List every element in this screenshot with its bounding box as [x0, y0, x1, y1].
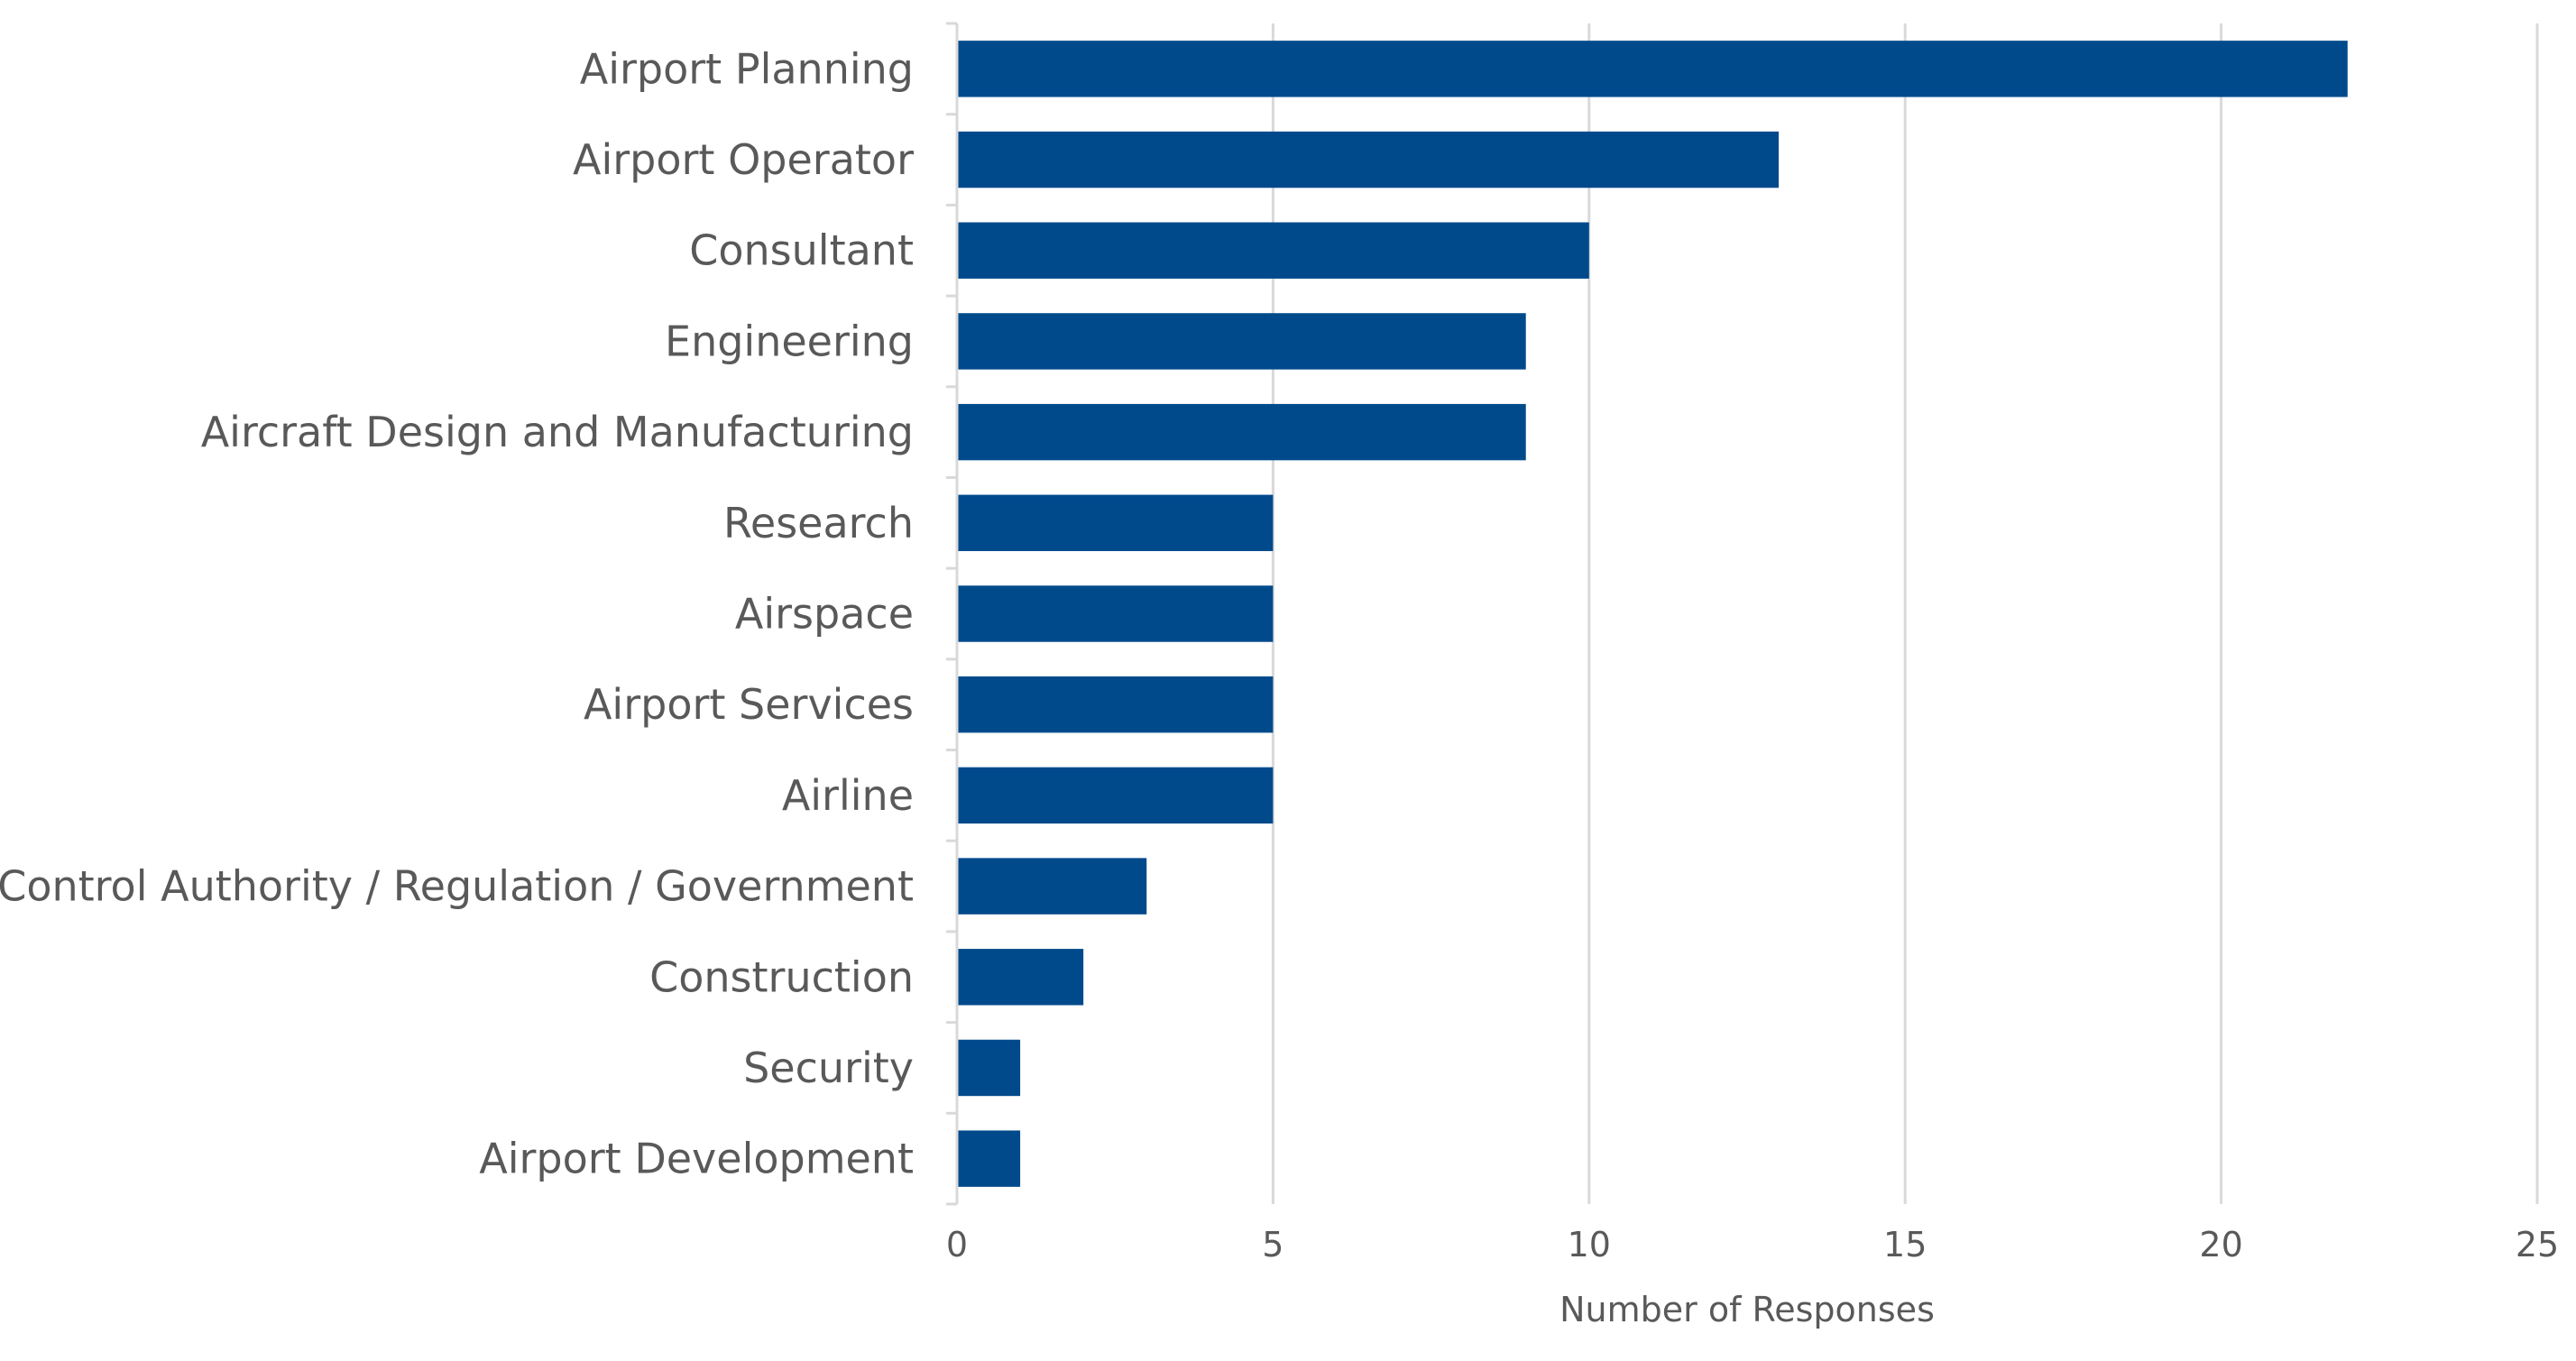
bar: [957, 767, 1274, 824]
bar: [957, 41, 2348, 97]
bar: [957, 1039, 1021, 1097]
x-tick-label: 15: [1883, 1225, 1927, 1264]
axes: [946, 22, 959, 1206]
bar: [957, 222, 1589, 279]
category-label: Airport Planning: [580, 44, 914, 93]
category-label: Airport Development: [479, 1135, 914, 1183]
bar: [957, 585, 1274, 642]
x-tick-label: 10: [1568, 1225, 1611, 1264]
category-label: Aircraft Design and Manufacturing: [201, 408, 914, 456]
category-label: Engineering: [665, 317, 914, 365]
category-label: Control Authority / Regulation / Governm…: [0, 862, 914, 911]
gridlines: [1271, 23, 2539, 1204]
category-label: Airport Operator: [573, 135, 914, 184]
category-label: Security: [743, 1044, 914, 1092]
category-label: Airport Services: [584, 680, 914, 729]
bar: [957, 949, 1084, 1006]
category-label: Airline: [782, 771, 914, 820]
bar: [957, 1130, 1021, 1187]
bar: [957, 131, 1780, 189]
x-tick-label: 0: [946, 1225, 968, 1264]
category-label: Consultant: [689, 226, 914, 275]
category-label: Airspace: [735, 590, 914, 639]
bar: [957, 676, 1274, 733]
category-label: Research: [723, 499, 914, 547]
bar: [957, 313, 1526, 370]
x-axis-title: Number of Responses: [1559, 1290, 1935, 1329]
x-tick-label: 5: [1262, 1225, 1283, 1264]
bars: [957, 41, 2348, 1187]
x-tick-labels: 0 5 10 15 20 25: [946, 1225, 2559, 1264]
bar: [957, 858, 1147, 915]
x-tick-label: 20: [2199, 1225, 2242, 1264]
x-tick-label: 25: [2516, 1225, 2559, 1264]
category-label: Construction: [649, 952, 914, 1001]
bar: [957, 494, 1274, 552]
bar: [957, 403, 1526, 461]
category-labels: Airport Planning Airport Operator Consulta…: [0, 44, 914, 1182]
